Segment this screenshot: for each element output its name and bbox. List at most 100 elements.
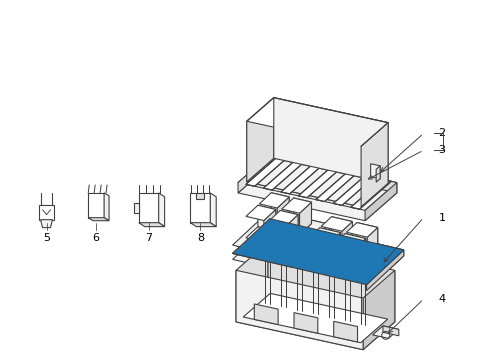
- Text: 7: 7: [145, 233, 152, 243]
- Polygon shape: [315, 172, 356, 202]
- Polygon shape: [263, 160, 304, 190]
- Polygon shape: [267, 243, 394, 322]
- Polygon shape: [355, 239, 365, 267]
- Polygon shape: [139, 223, 164, 227]
- Polygon shape: [308, 247, 340, 261]
- Polygon shape: [370, 164, 379, 179]
- Polygon shape: [293, 198, 311, 224]
- Polygon shape: [245, 227, 275, 242]
- Polygon shape: [259, 193, 288, 208]
- Polygon shape: [356, 222, 377, 247]
- Polygon shape: [293, 312, 317, 333]
- Polygon shape: [254, 304, 278, 325]
- Polygon shape: [346, 242, 377, 256]
- Polygon shape: [232, 219, 403, 285]
- Polygon shape: [245, 205, 275, 221]
- Text: 4: 4: [438, 294, 445, 304]
- Polygon shape: [360, 123, 387, 207]
- Polygon shape: [297, 239, 328, 253]
- Polygon shape: [238, 155, 269, 193]
- Text: 6: 6: [92, 233, 100, 243]
- Polygon shape: [232, 219, 328, 267]
- Polygon shape: [41, 220, 52, 228]
- Polygon shape: [236, 270, 362, 350]
- Polygon shape: [280, 164, 321, 194]
- Polygon shape: [277, 197, 288, 229]
- Polygon shape: [366, 250, 403, 291]
- Polygon shape: [236, 243, 267, 322]
- Polygon shape: [238, 165, 396, 221]
- Polygon shape: [196, 193, 204, 199]
- Polygon shape: [39, 205, 54, 220]
- Polygon shape: [280, 211, 298, 236]
- Polygon shape: [298, 168, 338, 198]
- Polygon shape: [299, 202, 311, 235]
- Polygon shape: [375, 166, 379, 182]
- Polygon shape: [134, 203, 139, 213]
- Polygon shape: [273, 98, 387, 183]
- Polygon shape: [331, 217, 352, 240]
- Polygon shape: [243, 293, 387, 343]
- Polygon shape: [297, 258, 328, 273]
- Polygon shape: [322, 264, 353, 278]
- Polygon shape: [332, 245, 353, 269]
- Polygon shape: [333, 321, 357, 342]
- Polygon shape: [190, 223, 216, 227]
- Polygon shape: [232, 225, 403, 291]
- Polygon shape: [350, 179, 390, 209]
- Polygon shape: [246, 121, 360, 207]
- Polygon shape: [232, 219, 403, 285]
- Polygon shape: [321, 236, 352, 250]
- Polygon shape: [362, 270, 394, 350]
- Polygon shape: [281, 198, 311, 213]
- Polygon shape: [104, 193, 109, 221]
- Polygon shape: [329, 233, 340, 261]
- Polygon shape: [246, 158, 387, 207]
- Text: 1: 1: [438, 213, 445, 223]
- Polygon shape: [372, 326, 398, 338]
- Polygon shape: [158, 193, 164, 227]
- Polygon shape: [318, 244, 328, 273]
- Polygon shape: [245, 157, 286, 186]
- Polygon shape: [333, 176, 373, 205]
- Polygon shape: [366, 228, 377, 256]
- Polygon shape: [269, 155, 396, 193]
- Polygon shape: [334, 234, 365, 248]
- Polygon shape: [257, 205, 275, 231]
- Polygon shape: [269, 210, 328, 233]
- Polygon shape: [341, 221, 352, 250]
- Polygon shape: [139, 193, 158, 223]
- Polygon shape: [238, 155, 396, 210]
- Polygon shape: [190, 193, 210, 223]
- Polygon shape: [271, 193, 288, 219]
- Polygon shape: [88, 193, 104, 218]
- Polygon shape: [365, 183, 396, 221]
- Polygon shape: [343, 249, 353, 278]
- Polygon shape: [285, 215, 298, 247]
- Polygon shape: [334, 253, 365, 267]
- Text: 8: 8: [196, 233, 203, 243]
- Polygon shape: [232, 210, 328, 259]
- Polygon shape: [344, 234, 365, 258]
- Polygon shape: [246, 98, 273, 182]
- Polygon shape: [210, 193, 216, 227]
- Polygon shape: [246, 98, 387, 146]
- Polygon shape: [88, 218, 109, 221]
- Polygon shape: [268, 232, 298, 247]
- Polygon shape: [308, 228, 340, 242]
- Text: 2: 2: [438, 129, 445, 138]
- Polygon shape: [291, 224, 328, 267]
- Polygon shape: [259, 214, 288, 229]
- Polygon shape: [319, 228, 340, 252]
- Polygon shape: [269, 219, 403, 256]
- Text: 3: 3: [438, 145, 445, 155]
- Polygon shape: [307, 239, 328, 263]
- Polygon shape: [264, 210, 275, 242]
- Polygon shape: [322, 245, 353, 260]
- Polygon shape: [346, 222, 377, 237]
- Text: 5: 5: [43, 233, 50, 243]
- Polygon shape: [236, 294, 394, 350]
- Polygon shape: [382, 326, 398, 336]
- Polygon shape: [321, 217, 352, 231]
- Polygon shape: [281, 219, 311, 235]
